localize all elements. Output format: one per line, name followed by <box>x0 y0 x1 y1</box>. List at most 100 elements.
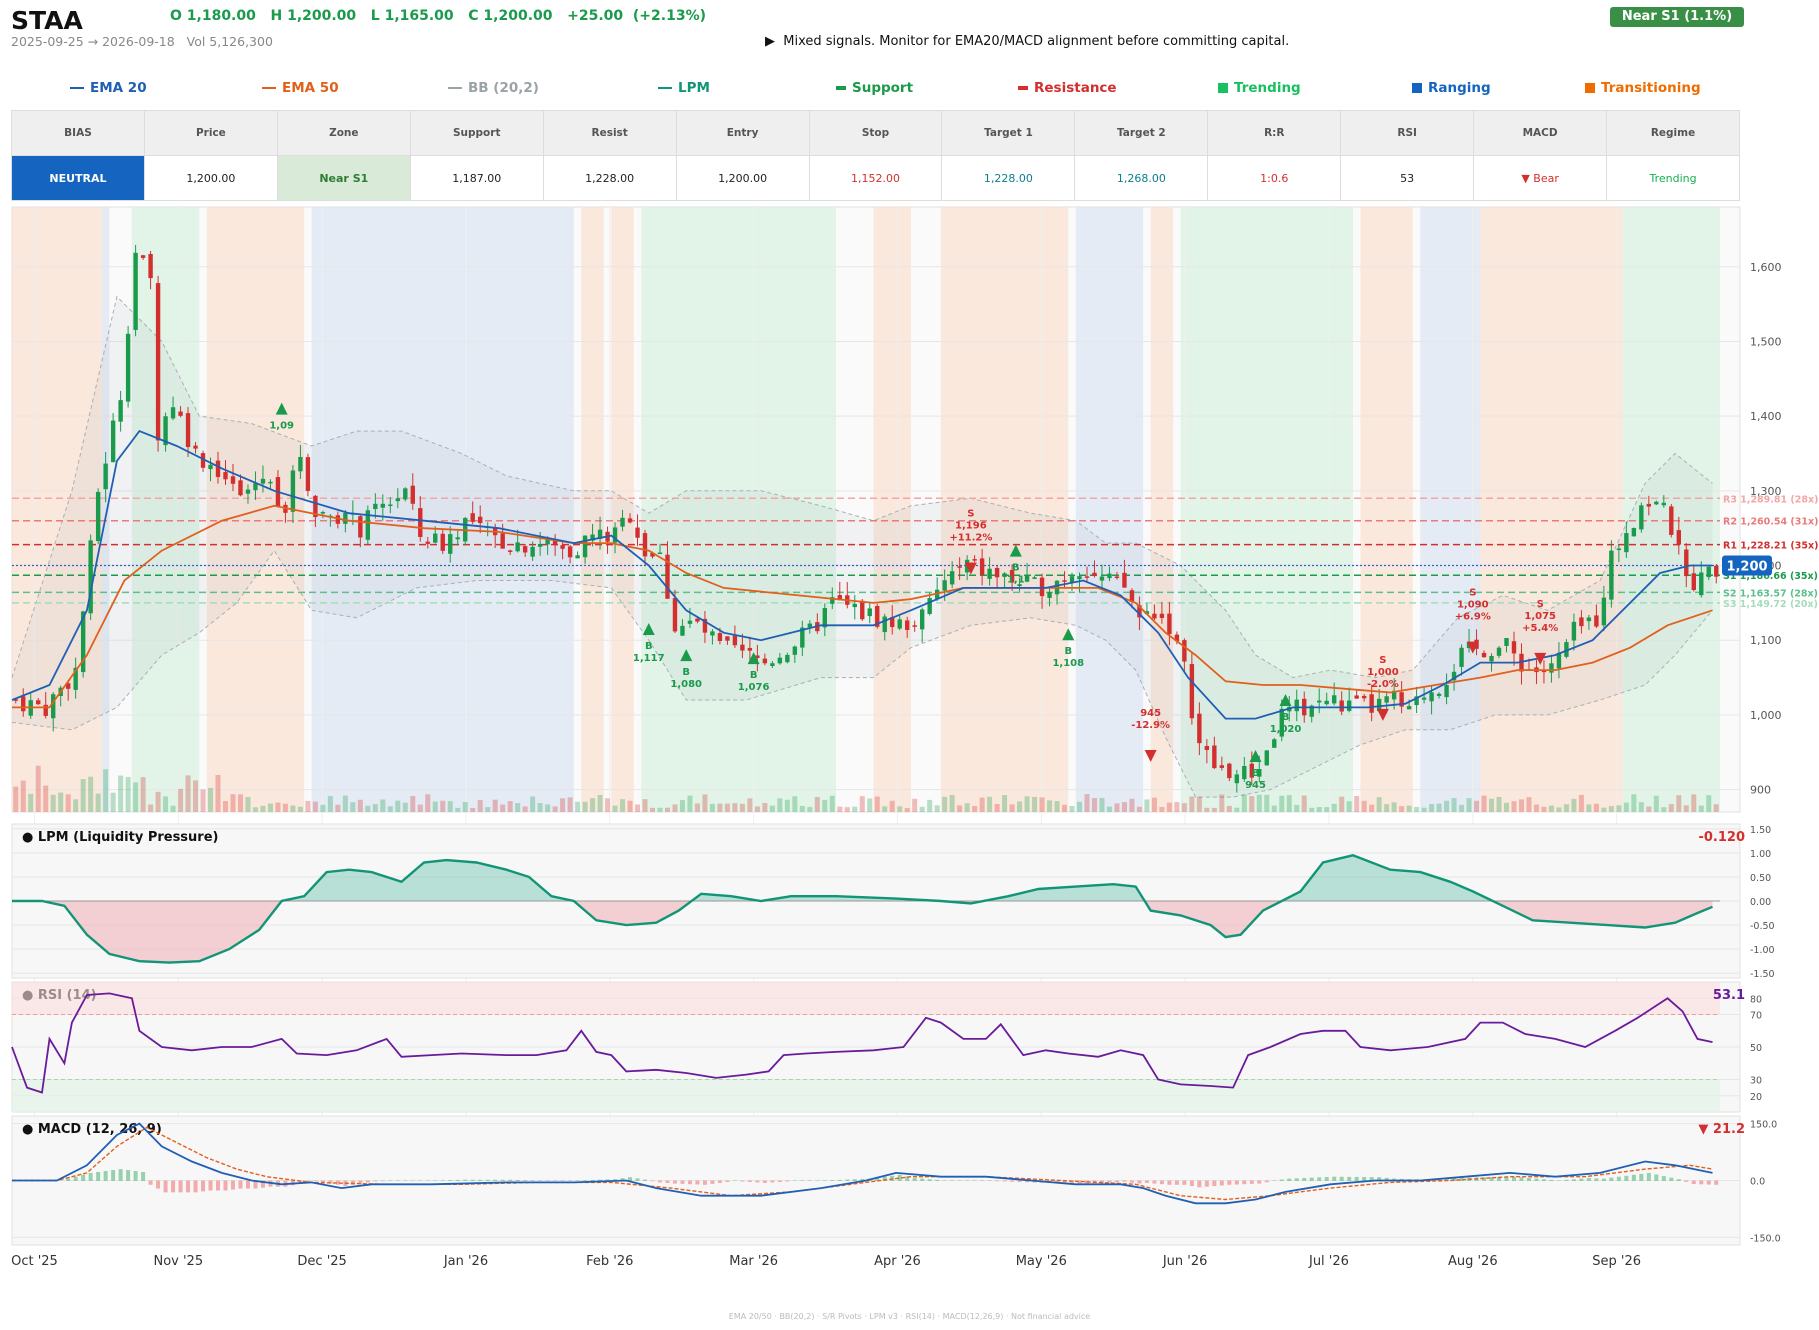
footer-note: EMA 20/50 · BB(20,2) · S/R Pivots · LPM … <box>728 1312 1091 1321</box>
macd-histogram-bar <box>770 1180 775 1183</box>
volume-bar <box>387 806 393 812</box>
price-tick-label: 900 <box>1750 784 1771 797</box>
volume-bar <box>425 794 431 812</box>
volume-bar <box>230 794 236 812</box>
candle-body <box>395 498 400 502</box>
candle-body <box>1346 700 1352 711</box>
regime-band-transitioning <box>873 207 911 812</box>
x-tick-label: May '26 <box>1016 1254 1067 1269</box>
macd-histogram-bar <box>1497 1177 1502 1181</box>
volume-bar <box>1144 799 1150 812</box>
volume-bar <box>1181 803 1187 812</box>
volume-bar <box>934 805 940 812</box>
buy-signal-marker <box>642 623 655 636</box>
lpm-positive-fill <box>12 855 1713 901</box>
macd-histogram-bar <box>298 1180 303 1184</box>
x-tick-label: Jul '26 <box>1308 1254 1349 1269</box>
candle-body <box>1294 699 1299 712</box>
macd-histogram-bar <box>995 1180 1000 1182</box>
candle-body <box>155 283 161 441</box>
macd-histogram-bar <box>695 1180 700 1185</box>
volume-bar <box>357 799 363 812</box>
macd-histogram-bar <box>253 1180 258 1189</box>
macd-histogram-bar <box>1212 1180 1217 1187</box>
macd-histogram-bar <box>523 1180 528 1181</box>
candle-body <box>1242 765 1247 780</box>
volume-bar <box>1301 795 1307 812</box>
volume-bar <box>590 798 596 812</box>
volume-bar <box>1548 805 1554 812</box>
candle-body <box>657 552 663 555</box>
volume-bar <box>1661 807 1667 812</box>
date-range-volume: 2025-09-25 → 2026-09-18 Vol 5,126,300 <box>11 34 273 49</box>
volume-bar <box>1009 804 1015 812</box>
volume-bar <box>1279 795 1285 812</box>
volume-bar <box>103 769 109 812</box>
volume-bar <box>110 792 116 812</box>
candle-body <box>1406 706 1412 710</box>
volume-bar <box>1399 806 1405 812</box>
volume-bar <box>882 806 888 812</box>
buy-signal-marker <box>747 652 760 665</box>
signal-label: 945 <box>1140 708 1161 719</box>
legend-label: Trending <box>1234 80 1301 96</box>
candle-body <box>373 503 378 510</box>
candle-body <box>860 600 865 620</box>
candle-body <box>717 633 723 642</box>
volume-bar <box>972 806 978 812</box>
rsi-panel-tick-label: 20 <box>1750 1092 1762 1103</box>
candle-body <box>1009 570 1015 583</box>
macd-histogram-bar <box>987 1180 992 1181</box>
volume-bar <box>252 807 258 812</box>
volume-bar <box>919 806 925 812</box>
macd-histogram-bar <box>1257 1180 1262 1184</box>
volume-bar <box>1106 806 1112 812</box>
candle-body <box>740 644 745 651</box>
candle-body <box>1571 621 1577 641</box>
candle-body <box>1504 637 1509 646</box>
macd-histogram-bar <box>1317 1177 1322 1181</box>
volume-bar <box>133 782 139 812</box>
macd-histogram-bar <box>478 1179 483 1181</box>
candle-body <box>582 535 588 558</box>
signal-label: 1,1 <box>1007 575 1025 586</box>
rsi-panel-tick-label: 80 <box>1750 994 1762 1005</box>
volume-bar <box>844 807 850 812</box>
macd-histogram-bar <box>628 1177 633 1181</box>
candle-body <box>140 255 146 258</box>
macd-histogram-bar <box>560 1180 565 1181</box>
trade-summary-table: BIAS Price Zone Support Resist Entry Stop Targe… <box>11 110 1740 201</box>
volume-bar <box>1563 804 1569 812</box>
volume-bar <box>155 791 161 812</box>
volume-bar <box>762 802 768 812</box>
macd-histogram-bar <box>1714 1180 1719 1185</box>
candle-body <box>852 603 857 608</box>
candle-body <box>1144 611 1150 614</box>
macd-histogram-bar <box>1706 1180 1711 1185</box>
macd-histogram-bar <box>755 1180 760 1183</box>
macd-histogram-bar <box>193 1180 198 1193</box>
candle-body <box>822 608 827 628</box>
macd-histogram-bar <box>223 1180 228 1191</box>
volume-bar <box>455 807 461 812</box>
volume-bar <box>28 793 34 812</box>
candle-body <box>298 456 303 472</box>
signal-label: -2.0% <box>1367 679 1399 690</box>
macd-histogram-bar <box>1504 1176 1509 1181</box>
volume-bar <box>807 807 813 812</box>
candle-body <box>36 700 41 705</box>
volume-bar <box>440 800 446 812</box>
volume-bar <box>215 774 221 812</box>
volume-bar <box>1631 794 1637 812</box>
legend-swatch <box>1585 83 1595 93</box>
candle-body <box>110 420 116 463</box>
table-header-support: Support <box>409 110 544 156</box>
candle-body <box>1204 745 1210 750</box>
volume-bar <box>402 802 408 812</box>
candle-body <box>949 571 955 585</box>
regime-band-transitioning <box>206 207 305 812</box>
volume-bar <box>327 796 333 812</box>
candle-body <box>1024 575 1030 582</box>
candle-body <box>1234 774 1240 784</box>
candle-body <box>148 254 153 279</box>
